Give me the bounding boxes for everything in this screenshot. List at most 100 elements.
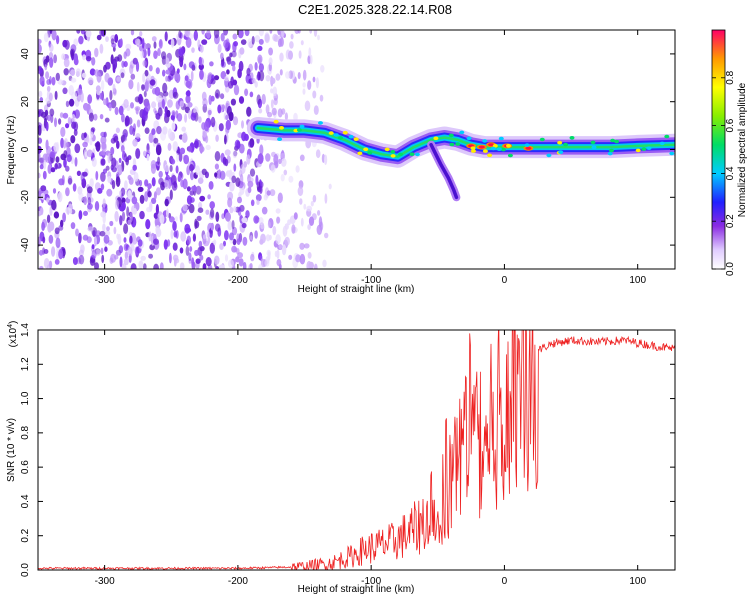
signal-speck (492, 144, 498, 148)
noise-speck (278, 244, 283, 250)
noise-speck (201, 168, 207, 175)
noise-speck (106, 226, 110, 232)
noise-speck (241, 120, 244, 129)
noise-speck (319, 221, 324, 231)
noise-speck (115, 127, 120, 134)
noise-speck (101, 141, 107, 150)
signal-speck (590, 140, 596, 145)
spectrogram-x-tick-label: 0 (502, 275, 508, 286)
noise-speck (242, 236, 248, 246)
noise-speck (65, 142, 69, 149)
noise-speck (153, 137, 159, 144)
noise-speck (62, 212, 66, 223)
signal-speck (664, 134, 670, 139)
noise-speck (87, 203, 93, 210)
noise-speck (209, 201, 215, 210)
noise-speck (225, 56, 231, 62)
noise-speck (230, 60, 236, 67)
noise-speck (284, 236, 290, 246)
noise-speck (191, 185, 198, 192)
noise-speck (209, 61, 214, 67)
noise-speck (105, 36, 109, 42)
noise-speck (223, 240, 226, 247)
noise-speck (302, 82, 306, 88)
noise-speck (255, 194, 262, 202)
noise-speck (182, 204, 188, 212)
noise-speck (78, 249, 84, 257)
noise-speck (75, 68, 81, 77)
noise-speck (87, 94, 93, 104)
noise-speck (124, 180, 128, 191)
snr-x-tick-label: -100 (361, 576, 381, 587)
noise-speck (157, 48, 161, 57)
noise-speck (307, 224, 311, 231)
snr-y-tick-label: 0.6 (20, 460, 31, 474)
noise-speck (100, 171, 106, 182)
noise-speck (225, 119, 231, 131)
noise-speck (95, 141, 101, 152)
noise-speck (261, 206, 268, 215)
noise-speck (99, 43, 104, 54)
noise-speck (132, 208, 138, 215)
noise-speck (225, 212, 231, 222)
noise-speck (94, 47, 99, 58)
noise-speck (220, 93, 225, 100)
snr-y-tick-label: 0.0 (20, 563, 31, 577)
noise-speck (185, 80, 191, 88)
noise-speck (51, 199, 57, 211)
noise-speck (297, 186, 304, 197)
noise-speck (185, 90, 191, 97)
noise-speck (141, 84, 145, 91)
signal-speck (669, 151, 675, 156)
signal-speck (482, 149, 488, 153)
noise-speck (284, 223, 289, 230)
noise-speck (196, 215, 202, 221)
noise-speck (100, 131, 106, 138)
noise-speck (165, 75, 169, 82)
noise-speck (38, 38, 42, 45)
noise-speck (232, 238, 237, 246)
noise-speck (309, 30, 313, 34)
noise-speck (174, 70, 179, 81)
colorbar: 0.0 0.2 0.4 0.6 0.8 Normalized spectral ampl… (711, 29, 748, 276)
noise-speck (322, 259, 327, 268)
noise-speck (72, 183, 77, 192)
noise-speck (39, 164, 44, 170)
noise-speck (249, 168, 256, 177)
noise-speck (38, 124, 42, 136)
noise-speck (320, 65, 325, 73)
noise-speck (139, 210, 145, 220)
noise-speck (111, 157, 117, 168)
noise-speck (237, 30, 244, 39)
noise-speck (208, 181, 214, 190)
noise-speck (214, 172, 218, 178)
signal-speck (409, 152, 415, 156)
noise-speck (278, 158, 282, 164)
noise-speck (206, 231, 210, 238)
noise-speck (142, 60, 147, 67)
noise-speck (129, 125, 134, 135)
noise-speck (241, 131, 247, 142)
noise-speck (95, 170, 99, 181)
noise-speck (205, 144, 211, 151)
noise-speck (199, 69, 204, 80)
signal-speck (433, 136, 439, 141)
noise-speck (123, 258, 129, 266)
noise-speck (42, 236, 46, 244)
noise-speck (257, 54, 263, 64)
noise-speck (143, 150, 147, 157)
noise-speck (156, 95, 163, 103)
noise-speck (91, 249, 97, 259)
noise-speck (191, 257, 195, 268)
noise-speck (121, 211, 126, 222)
noise-speck (162, 126, 168, 135)
noise-speck (143, 263, 147, 269)
noise-speck (281, 30, 285, 38)
noise-speck (275, 234, 281, 245)
noise-speck (129, 64, 134, 75)
noise-speck (101, 150, 106, 156)
noise-speck (186, 235, 191, 245)
noise-speck (273, 153, 279, 165)
noise-speck (265, 153, 271, 162)
noise-speck (166, 109, 171, 118)
